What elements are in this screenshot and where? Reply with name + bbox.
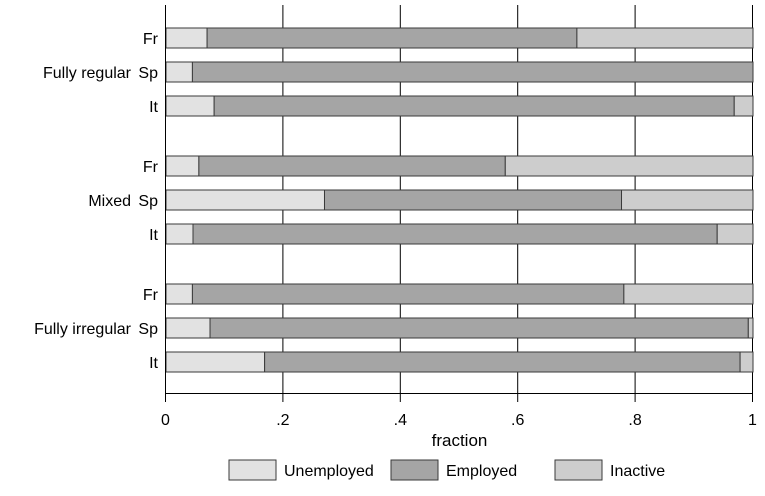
- bar-segment-unemployed: [165, 61, 193, 83]
- x-tick-label: 0: [161, 412, 170, 429]
- legend-label-inactive: Inactive: [610, 463, 665, 480]
- bar-segment-employed: [192, 223, 718, 245]
- bar-segment-inactive: [716, 223, 754, 245]
- bar-segment-unemployed: [165, 351, 266, 373]
- bar-segment-employed: [191, 61, 754, 83]
- bar-segment-employed: [264, 351, 741, 373]
- bar-segment-unemployed: [165, 317, 211, 339]
- bar-segment-inactive: [621, 189, 754, 211]
- bar-segment-employed: [209, 317, 749, 339]
- legend-swatch-inactive: [554, 459, 603, 481]
- row-label: Fr: [143, 159, 159, 176]
- x-tick-label: .2: [276, 412, 289, 429]
- row-label: It: [149, 227, 158, 244]
- bar-segment-unemployed: [165, 95, 215, 117]
- x-tick-label: .4: [394, 412, 407, 429]
- bar-segment-employed: [191, 283, 625, 305]
- bar-segment-unemployed: [165, 27, 208, 49]
- bar-segment-inactive: [747, 317, 754, 339]
- x-tick-label: 1: [748, 412, 757, 429]
- bar-segment-employed: [198, 155, 506, 177]
- bar-segment-employed: [206, 27, 578, 49]
- row-label: Fr: [143, 31, 159, 48]
- row-label: Sp: [138, 193, 158, 210]
- bar-segment-unemployed: [165, 223, 194, 245]
- row-label: It: [149, 99, 158, 116]
- legend-swatch-unemployed: [228, 459, 277, 481]
- bar-segment-unemployed: [165, 283, 193, 305]
- legend-swatch-employed: [390, 459, 439, 481]
- bar-segment-unemployed: [165, 189, 325, 211]
- x-axis-title: fraction: [432, 431, 488, 450]
- bar-segment-inactive: [504, 155, 754, 177]
- legend-label-employed: Employed: [446, 463, 517, 480]
- x-tick-label: .6: [511, 412, 524, 429]
- row-label: Sp: [138, 65, 158, 82]
- row-label: Sp: [138, 321, 158, 338]
- bar-segment-inactive: [576, 27, 754, 49]
- bar-segment-unemployed: [165, 155, 200, 177]
- bar-segment-inactive: [739, 351, 754, 373]
- bar-segment-employed: [323, 189, 623, 211]
- group-label: Fully irregular: [34, 321, 132, 338]
- bar-segment-inactive: [733, 95, 754, 117]
- group-label: Mixed: [88, 193, 131, 210]
- bar-segment-employed: [213, 95, 735, 117]
- row-label: It: [149, 355, 158, 372]
- bar-segment-inactive: [623, 283, 754, 305]
- legend-label-unemployed: Unemployed: [284, 463, 374, 480]
- x-tick-label: .8: [628, 412, 641, 429]
- group-label: Fully regular: [43, 65, 132, 82]
- row-label: Fr: [143, 287, 159, 304]
